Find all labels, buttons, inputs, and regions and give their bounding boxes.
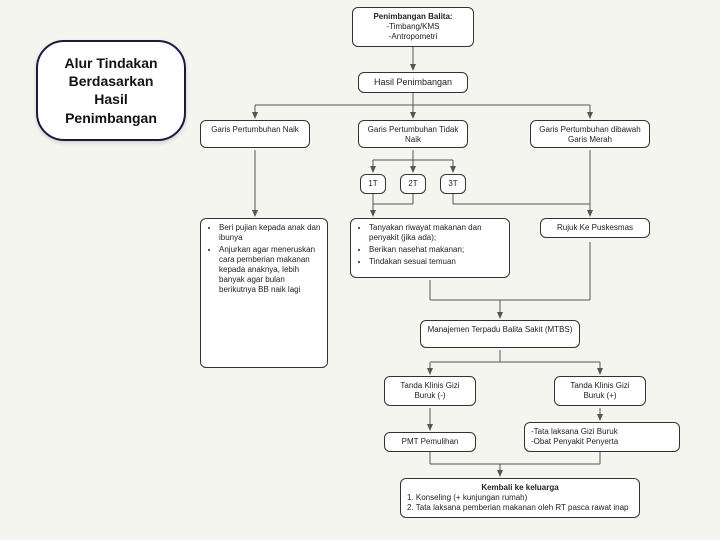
node-pmt-pemulihan: PMT Pemulihan <box>384 432 476 452</box>
tidak-action-1: Tanyakan riwayat makanan dan penyakit (j… <box>369 223 503 243</box>
tidak-action-3: Tindakan sesuai temuan <box>369 257 503 267</box>
node-rujuk-puskesmas: Rujuk Ke Puskesmas <box>540 218 650 238</box>
node-mtbs: Manajemen Terpadu Balita Sakit (MTBS) <box>420 320 580 348</box>
kembali-2: 2. Tata laksana pemberian makanan oleh R… <box>407 503 633 513</box>
node-hasil-penimbangan: Hasil Penimbangan <box>358 72 468 93</box>
flowchart-canvas: Alur Tindakan Berdasarkan Hasil Penimban… <box>0 0 720 540</box>
node-klinis-neg: Tanda Klinis Gizi Buruk (-) <box>384 376 476 406</box>
node-kembali-keluarga: Kembali ke keluarga 1. Konseling (+ kunj… <box>400 478 640 518</box>
node-tidak-naik-action: Tanyakan riwayat makanan dan penyakit (j… <box>350 218 510 278</box>
node-1t: 1T <box>360 174 386 194</box>
node-start-body: -Timbang/KMS -Antropometri <box>359 22 467 42</box>
node-penimbangan-balita: Penimbangan Balita: -Timbang/KMS -Antrop… <box>352 7 474 47</box>
tidak-action-2: Berikan nasehat makanan; <box>369 245 503 255</box>
node-garis-tidak-naik: Garis Pertumbuhan Tidak Naik <box>358 120 468 148</box>
node-klinis-pos: Tanda Klinis Gizi Buruk (+) <box>554 376 646 406</box>
node-start-head: Penimbangan Balita: <box>359 12 467 22</box>
naik-action-1: Beri pujian kepada anak dan ibunya <box>219 223 321 243</box>
naik-action-2: Anjurkan agar meneruskan cara pemberian … <box>219 245 321 295</box>
node-garis-bgm: Garis Pertumbuhan dibawah Garis Merah <box>530 120 650 148</box>
node-tatalaksana: -Tata laksana Gizi Buruk -Obat Penyakit … <box>524 422 680 452</box>
kembali-head: Kembali ke keluarga <box>407 483 633 493</box>
node-3t: 3T <box>440 174 466 194</box>
node-2t: 2T <box>400 174 426 194</box>
node-naik-action: Beri pujian kepada anak dan ibunya Anjur… <box>200 218 328 368</box>
kembali-1: 1. Konseling (+ kunjungan rumah) <box>407 493 633 503</box>
diagram-title: Alur Tindakan Berdasarkan Hasil Penimban… <box>36 40 186 141</box>
node-garis-naik: Garis Pertumbuhan Naik <box>200 120 310 148</box>
